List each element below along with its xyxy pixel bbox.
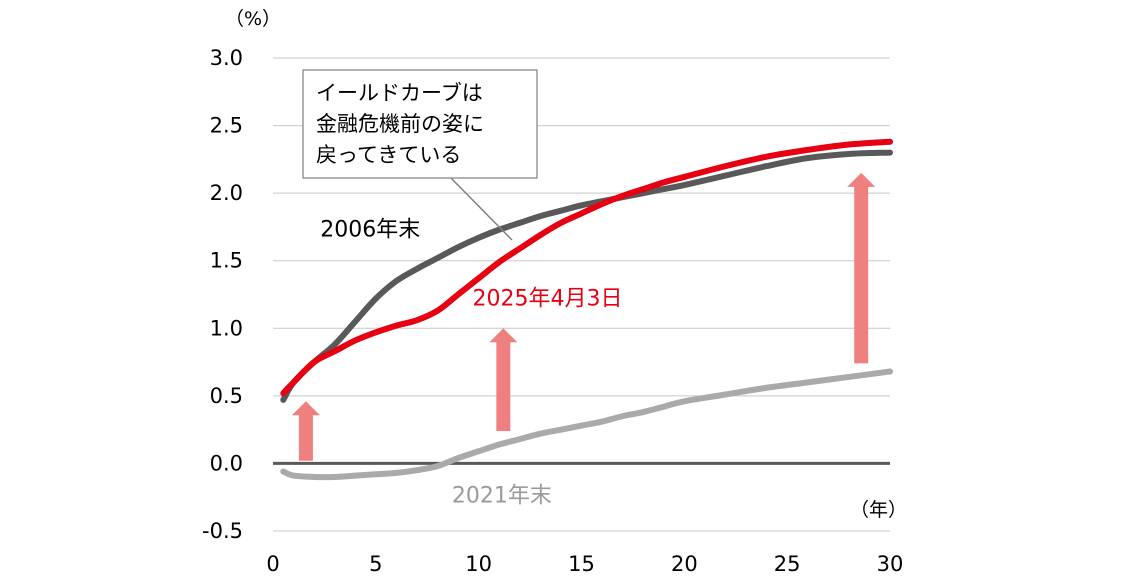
y-axis-ticks: -0.5 0.0 0.5 1.0 1.5 2.0 2.5 3.0	[202, 46, 243, 543]
callout-line-1: イールドカーブは	[316, 81, 483, 105]
callout-line-2: 金融危機前の姿に	[316, 112, 484, 136]
up-arrow	[847, 172, 876, 364]
series-lines	[280, 138, 893, 481]
increase-arrows	[291, 172, 876, 461]
series-label: 2025年4月3日	[472, 286, 622, 311]
y-tick-label: 0.5	[210, 384, 243, 408]
x-tick-label: 10	[465, 552, 492, 576]
annotation-callout: イールドカーブは 金融危機前の姿に 戻ってきている	[302, 69, 538, 241]
series-label: 2021年末	[452, 484, 552, 509]
callout-line-3: 戻ってきている	[316, 143, 461, 167]
up-arrow	[291, 401, 320, 461]
y-tick-label: 2.5	[210, 114, 243, 138]
series-line-1	[280, 138, 893, 397]
x-axis-unit: （年）	[850, 499, 907, 521]
y-axis-unit: （%）	[225, 8, 281, 30]
y-tick-label: -0.5	[202, 519, 243, 543]
series-label: 2006年末	[320, 217, 420, 242]
series-line-2	[280, 368, 893, 481]
callout-pointer	[446, 173, 513, 241]
y-tick-label: 1.0	[210, 316, 243, 340]
x-tick-label: 30	[877, 552, 904, 576]
series-line-0	[280, 149, 893, 403]
x-axis-ticks: 0 5 10 15 20 25 30	[266, 552, 903, 576]
y-tick-label: 0.0	[210, 451, 243, 475]
series-labels: 2006年末 2025年4月3日 2021年末	[320, 217, 622, 508]
y-tick-label: 2.0	[210, 181, 243, 205]
y-tick-label: 1.5	[210, 249, 243, 273]
callout-box	[302, 69, 538, 179]
x-tick-label: 5	[369, 552, 382, 576]
y-tick-label: 3.0	[210, 46, 243, 70]
x-tick-label: 25	[774, 552, 801, 576]
x-tick-label: 0	[266, 552, 279, 576]
x-tick-label: 20	[671, 552, 698, 576]
x-tick-label: 15	[568, 552, 595, 576]
up-arrow	[489, 328, 518, 431]
